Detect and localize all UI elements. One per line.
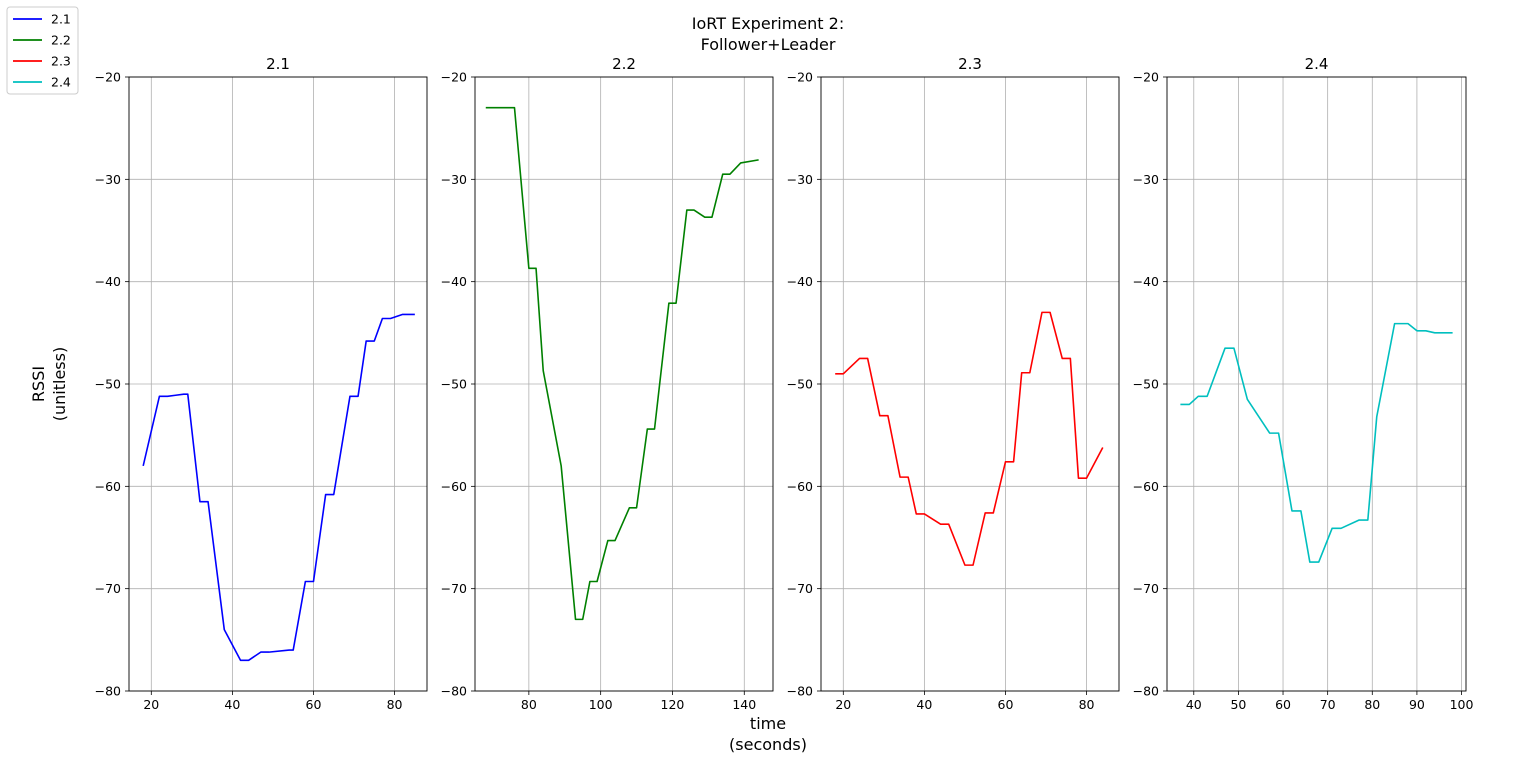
subplot-title: 2.4 — [1305, 55, 1329, 73]
legend-label: 2.1 — [51, 12, 71, 27]
y-tick-label: −30 — [95, 172, 121, 187]
legend-item-2.1: 2.1 — [13, 12, 71, 27]
legend-label: 2.4 — [51, 75, 71, 90]
legend-label: 2.3 — [51, 54, 71, 69]
figure-suptitle-line2: Follower+Leader — [701, 35, 836, 54]
y-tick-label: −80 — [787, 684, 813, 699]
y-tick-label: −80 — [1133, 684, 1159, 699]
x-tick-label: 50 — [1230, 697, 1246, 712]
y-tick-label: −60 — [787, 479, 813, 494]
figure-suptitle: IoRT Experiment 2: — [692, 14, 844, 33]
y-tick-label: −30 — [1133, 172, 1159, 187]
series-line-2.4 — [1180, 322, 1453, 563]
x-tick-label: 60 — [1275, 697, 1291, 712]
y-tick-label: −30 — [787, 172, 813, 187]
y-axis-label-line2: (unitless) — [50, 347, 69, 421]
y-tick-label: −60 — [441, 479, 467, 494]
x-tick-label: 140 — [732, 697, 756, 712]
series-line-2.1 — [142, 313, 415, 662]
y-tick-label: −40 — [787, 274, 813, 289]
y-tick-label: −70 — [1133, 581, 1159, 596]
subplot-2: 80 100 120 140 −80 −70 −60 −50 −40 −30 −20 2.2 — [441, 55, 774, 712]
x-tick-label: 100 — [1450, 697, 1474, 712]
y-tick-label: −70 — [95, 581, 121, 596]
x-tick-label: 80 — [1364, 697, 1380, 712]
subplot-title: 2.3 — [958, 55, 982, 73]
x-tick-label: 80 — [387, 697, 403, 712]
y-tick-label: −50 — [95, 377, 121, 392]
y-tick-label: −40 — [95, 274, 121, 289]
legend-item-2.3: 2.3 — [13, 54, 71, 69]
x-tick-label: 80 — [521, 697, 537, 712]
legend-item-2.2: 2.2 — [13, 33, 71, 48]
y-tick-label: −50 — [787, 377, 813, 392]
series-line-2.3 — [835, 311, 1104, 566]
x-tick-label: 100 — [589, 697, 613, 712]
y-tick-label: −60 — [1133, 479, 1159, 494]
y-tick-label: −20 — [441, 70, 467, 85]
subplot-1: 20 40 60 80 −80 −70 −60 −50 −40 −30 −20 2.1 — [95, 55, 428, 712]
subplot-panels: 20 40 60 80 −80 −70 −60 −50 −40 −30 −20 2.1 80 100 120… — [95, 55, 1474, 712]
subplot-4: 40 50 60 70 80 90 100 −80 −70 −60 −50 −40 −30 −20 2.4 — [1133, 55, 1474, 712]
subplot-title: 2.1 — [266, 55, 290, 73]
y-tick-label: −40 — [441, 274, 467, 289]
y-tick-label: −50 — [441, 377, 467, 392]
legend-frame — [6, 6, 79, 95]
series-line-2.2 — [485, 106, 759, 621]
x-tick-label: 90 — [1409, 697, 1425, 712]
x-tick-label: 60 — [998, 697, 1014, 712]
x-tick-label: 40 — [916, 697, 932, 712]
y-tick-label: −60 — [95, 479, 121, 494]
y-axis-label: RSSI (unitless) — [29, 347, 69, 421]
y-tick-label: −80 — [441, 684, 467, 699]
y-tick-label: −40 — [1133, 274, 1159, 289]
x-tick-label: 120 — [661, 697, 685, 712]
x-tick-label: 80 — [1079, 697, 1095, 712]
x-tick-label: 70 — [1320, 697, 1336, 712]
x-tick-label: 40 — [224, 697, 240, 712]
subplot-title: 2.2 — [612, 55, 636, 73]
legend: 2.1 2.2 2.3 2.4 — [6, 6, 79, 95]
x-tick-label: 20 — [835, 697, 851, 712]
y-tick-label: −20 — [787, 70, 813, 85]
y-tick-label: −20 — [95, 70, 121, 85]
y-tick-label: −20 — [1133, 70, 1159, 85]
x-tick-label: 40 — [1186, 697, 1202, 712]
legend-label: 2.2 — [51, 33, 71, 48]
x-axis-label: time — [750, 714, 786, 733]
y-tick-label: −50 — [1133, 377, 1159, 392]
x-axis-label-line2: (seconds) — [729, 735, 807, 754]
y-tick-label: −30 — [441, 172, 467, 187]
y-tick-label: −80 — [95, 684, 121, 699]
legend-item-2.4: 2.4 — [13, 75, 71, 90]
y-axis-label-line1: RSSI — [29, 366, 48, 402]
y-tick-label: −70 — [787, 581, 813, 596]
x-tick-label: 20 — [143, 697, 159, 712]
x-tick-label: 60 — [306, 697, 322, 712]
subplot-3: 20 40 60 80 −80 −70 −60 −50 −40 −30 −20 2.3 — [787, 55, 1120, 712]
y-tick-label: −70 — [441, 581, 467, 596]
